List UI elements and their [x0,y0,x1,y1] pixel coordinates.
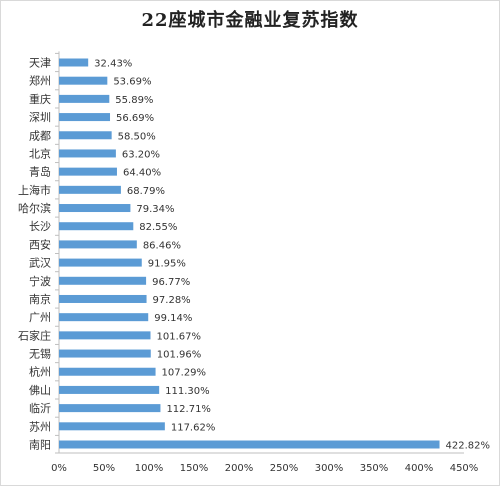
bar [59,185,121,194]
bar [59,113,111,122]
data-label: 99.14% [154,313,192,324]
bar [59,404,161,413]
bar [59,94,110,103]
data-label: 63.20% [122,149,160,160]
chart-title: 22座城市金融业复苏指数 [141,10,359,31]
bar [59,131,112,140]
category-label: 宁波 [29,274,51,288]
bar [59,349,151,358]
bar [59,294,147,303]
data-label: 86.46% [143,240,181,251]
x-tick-label: 400% [405,463,434,474]
bar [59,76,108,85]
data-label: 56.69% [116,113,154,124]
category-label: 无锡 [29,347,51,361]
bar [59,240,137,249]
data-label: 82.55% [139,222,177,233]
x-tick-label: 150% [180,463,209,474]
data-label: 97.28% [153,295,191,306]
data-label: 101.96% [157,350,202,361]
bar [59,258,142,267]
bar [59,222,134,231]
category-label: 苏州 [29,420,51,433]
x-tick-label: 250% [270,463,299,474]
category-label: 南阳 [29,439,51,452]
bar [59,204,131,213]
data-label: 32.43% [94,59,132,70]
category-label: 西安 [29,237,51,251]
category-label: 长沙 [29,220,51,233]
data-label: 58.50% [118,131,156,142]
x-tick-label: 200% [225,463,254,474]
category-label: 北京 [29,146,51,160]
category-label: 青岛 [29,165,51,179]
category-label: 佛山 [29,384,51,397]
bar [59,331,151,340]
x-tick-label: 0% [51,463,67,474]
data-label: 96.77% [152,277,190,288]
bar [59,367,156,376]
data-label: 107.29% [162,368,207,379]
category-label: 石家庄 [18,328,51,342]
x-tick-label: 100% [135,463,164,474]
data-label: 111.30% [165,386,210,397]
bar [59,276,147,285]
category-label: 深圳 [29,111,51,124]
category-label: 武汉 [29,257,51,270]
data-label: 101.67% [157,331,202,342]
x-tick-label: 300% [315,463,344,474]
data-label: 55.89% [115,95,153,106]
bar [59,313,149,322]
data-label: 79.34% [136,204,174,215]
data-label: 68.79% [127,186,165,197]
x-tick-label: 450% [450,463,479,474]
x-tick-label: 50% [93,463,115,474]
data-label: 64.40% [123,168,161,179]
bar [59,167,117,176]
data-label: 91.95% [148,259,186,270]
category-label: 杭州 [29,365,51,379]
category-label: 上海市 [18,183,51,197]
bar [59,385,160,394]
category-label: 郑州 [29,74,51,88]
category-label: 临沂 [29,401,51,415]
category-label: 广州 [29,311,51,324]
bar [59,149,116,158]
data-label: 53.69% [113,77,151,88]
category-label: 天津 [29,57,51,70]
x-tick-label: 350% [360,463,389,474]
category-label: 成都 [29,129,51,142]
bar [59,440,440,449]
category-label: 重庆 [29,92,51,106]
bar [59,58,89,67]
category-label: 南京 [29,292,51,306]
data-label: 422.82% [446,441,491,452]
category-label: 哈尔滨 [18,201,51,215]
data-label: 117.62% [171,422,216,433]
data-label: 112.71% [166,404,211,415]
bar [59,422,165,431]
